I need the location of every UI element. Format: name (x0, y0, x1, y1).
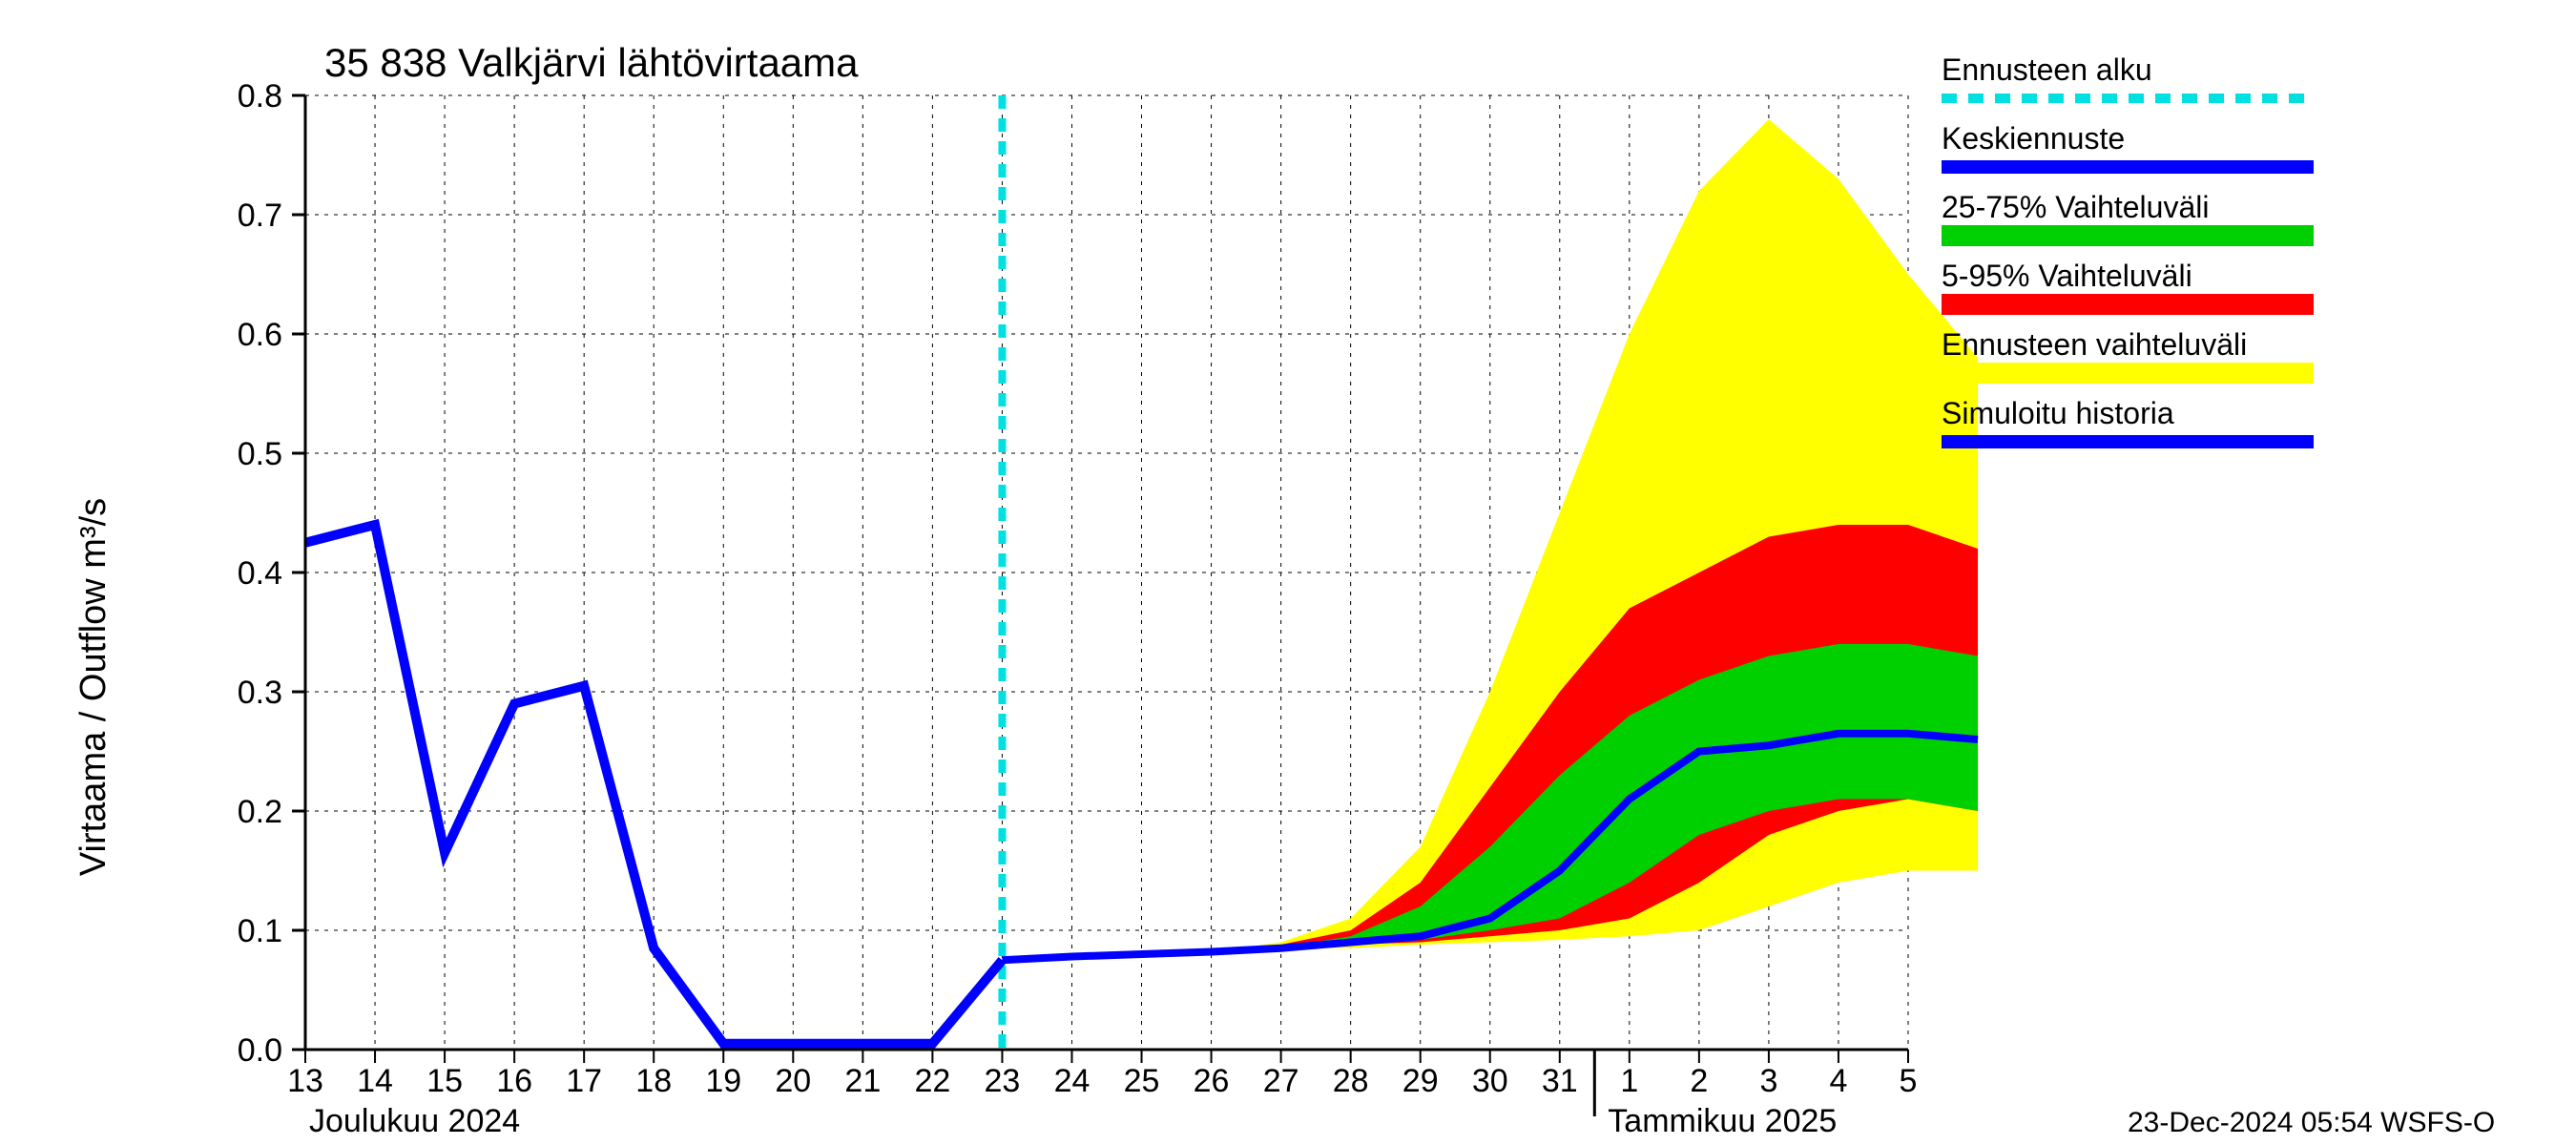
xtick-label: 28 (1333, 1063, 1369, 1099)
xtick-label: 31 (1542, 1063, 1578, 1099)
xtick-label: 2 (1690, 1063, 1708, 1099)
ytick-label: 0.7 (238, 198, 282, 234)
legend-swatch-band (1942, 363, 2314, 384)
ytick-label: 0.3 (238, 675, 282, 711)
legend-label: Keskiennuste (1942, 121, 2125, 156)
month-label-left: Joulukuu 2024 (309, 1103, 520, 1139)
legend-label: Simuloitu historia (1942, 396, 2174, 430)
xtick-label: 1 (1620, 1063, 1638, 1099)
chart-container: 0.00.10.20.30.40.50.60.70.81314151617181… (0, 0, 2576, 1145)
ytick-label: 0.0 (238, 1032, 282, 1069)
xtick-label: 29 (1402, 1063, 1439, 1099)
month-label-left: December (309, 1141, 459, 1145)
xtick-label: 24 (1054, 1063, 1091, 1099)
month-label-right: January (1608, 1141, 1723, 1145)
xtick-label: 5 (1900, 1063, 1918, 1099)
xtick-label: 4 (1829, 1063, 1847, 1099)
xtick-label: 19 (705, 1063, 741, 1099)
xtick-label: 26 (1194, 1063, 1230, 1099)
ytick-label: 0.8 (238, 78, 282, 114)
ytick-label: 0.6 (238, 317, 282, 353)
xtick-label: 20 (775, 1063, 811, 1099)
xtick-label: 3 (1759, 1063, 1777, 1099)
xtick-label: 18 (635, 1063, 672, 1099)
xtick-label: 17 (566, 1063, 602, 1099)
ytick-label: 0.5 (238, 436, 282, 472)
legend-swatch-band (1942, 294, 2314, 315)
xtick-label: 22 (914, 1063, 950, 1099)
legend-label: 25-75% Vaihteluväli (1942, 190, 2209, 224)
ytick-label: 0.1 (238, 913, 282, 949)
chart-title: 35 838 Valkjärvi lähtövirtaama (324, 40, 859, 85)
ytick-label: 0.2 (238, 794, 282, 830)
xtick-label: 30 (1472, 1063, 1508, 1099)
xtick-label: 25 (1124, 1063, 1160, 1099)
ytick-label: 0.4 (238, 555, 282, 592)
chart-svg: 0.00.10.20.30.40.50.60.70.81314151617181… (0, 0, 2576, 1145)
xtick-label: 21 (844, 1063, 881, 1099)
footer-timestamp: 23-Dec-2024 05:54 WSFS-O (2128, 1107, 2495, 1138)
legend-label: Ennusteen vaihteluväli (1942, 327, 2247, 362)
xtick-label: 14 (357, 1063, 393, 1099)
xtick-label: 23 (985, 1063, 1021, 1099)
xtick-label: 16 (496, 1063, 532, 1099)
legend-swatch-line (1942, 435, 2314, 448)
xtick-label: 27 (1263, 1063, 1299, 1099)
legend-swatch-band (1942, 225, 2314, 246)
xtick-label: 13 (287, 1063, 323, 1099)
legend-label: 5-95% Vaihteluväli (1942, 259, 2192, 293)
legend-swatch-line (1942, 160, 2314, 174)
month-label-right: Tammikuu 2025 (1608, 1103, 1837, 1139)
y-axis-label: Virtaama / Outflow m³/s (73, 498, 114, 876)
legend-label: Ennusteen alku (1942, 52, 2152, 87)
xtick-label: 15 (426, 1063, 463, 1099)
